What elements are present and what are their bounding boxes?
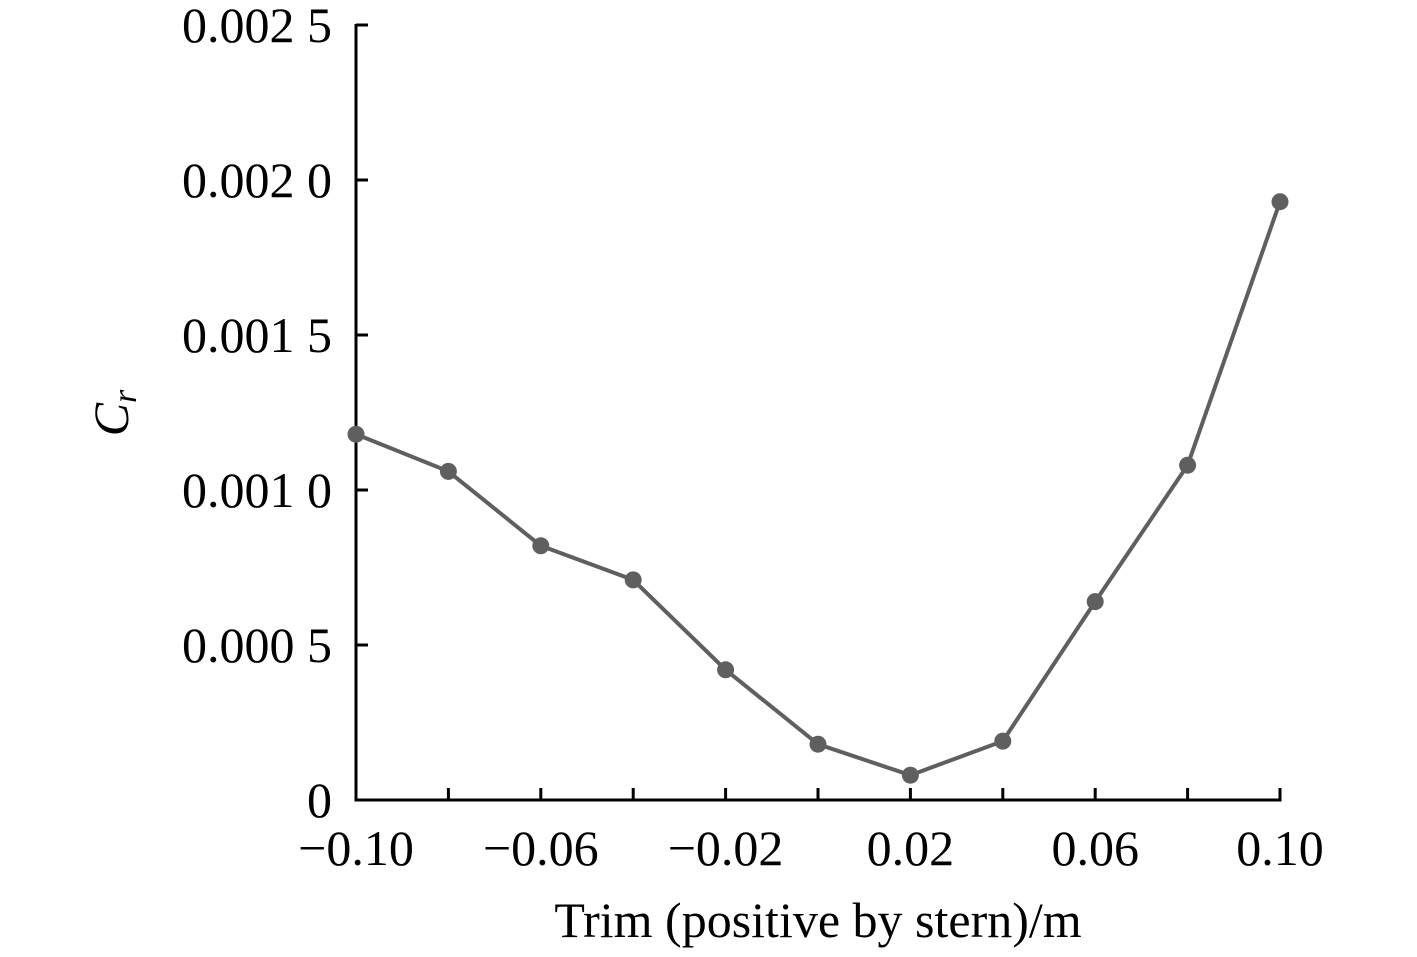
y-axis-title-sub: r bbox=[107, 389, 144, 403]
x-axis-title: Trim (positive by stern)/m bbox=[554, 892, 1081, 948]
y-axis-title: Cr bbox=[83, 389, 144, 436]
x-tick-label: 0.10 bbox=[1236, 820, 1324, 876]
y-tick-label: 0.002 5 bbox=[182, 0, 332, 53]
data-point bbox=[624, 571, 642, 589]
data-point bbox=[439, 462, 457, 480]
x-tick-label: 0.06 bbox=[1051, 820, 1139, 876]
x-tick-label: −0.02 bbox=[668, 820, 784, 876]
y-tick-label: 0.001 5 bbox=[182, 307, 332, 363]
data-point bbox=[1271, 193, 1289, 211]
data-point bbox=[809, 735, 827, 753]
x-tick-label: −0.10 bbox=[298, 820, 414, 876]
data-point bbox=[347, 425, 365, 443]
y-tick-label: 0.002 0 bbox=[182, 152, 332, 208]
series-line bbox=[355, 201, 1282, 778]
data-point bbox=[901, 766, 919, 784]
x-tick-label: 0.02 bbox=[867, 820, 955, 876]
y-tick-label: 0 bbox=[307, 772, 332, 828]
data-point bbox=[1086, 593, 1104, 611]
data-point bbox=[1179, 456, 1197, 474]
y-axis-title-main: C bbox=[83, 402, 139, 436]
data-point bbox=[717, 661, 735, 679]
y-axis-ticks: 0 0.000 5 0.001 0 0.001 5 0.002 0 0.002 5 bbox=[182, 0, 368, 828]
x-tick-label: −0.06 bbox=[483, 820, 599, 876]
data-point bbox=[532, 537, 550, 555]
y-tick-label: 0.001 0 bbox=[182, 462, 332, 518]
series-group bbox=[347, 193, 1289, 784]
y-tick-label: 0.000 5 bbox=[182, 617, 332, 673]
x-axis-ticks: −0.10 −0.06 −0.02 0.02 0.06 0.10 bbox=[298, 788, 1324, 876]
data-point bbox=[994, 732, 1012, 750]
